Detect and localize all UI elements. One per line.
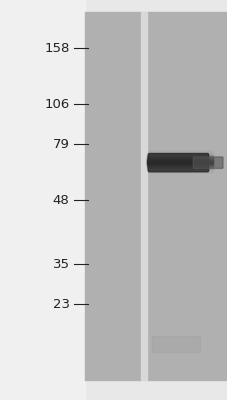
Bar [146, 167, 212, 168]
FancyBboxPatch shape [192, 157, 222, 168]
Bar [146, 151, 212, 152]
Bar [146, 149, 212, 150]
Bar [146, 171, 212, 172]
Bar [85, 12, 141, 380]
Bar [146, 154, 212, 155]
Bar [146, 151, 212, 152]
Text: 48: 48 [53, 194, 69, 206]
Bar [146, 160, 212, 161]
Bar [146, 158, 212, 159]
Bar [146, 170, 212, 171]
Bar [141, 12, 146, 380]
Bar [146, 155, 212, 156]
Text: 106: 106 [44, 98, 69, 110]
Bar [146, 156, 212, 158]
Text: 35: 35 [52, 258, 69, 270]
Bar [146, 163, 212, 164]
Bar [146, 174, 212, 175]
Text: 23: 23 [52, 298, 69, 310]
Bar [146, 162, 212, 163]
Bar [146, 169, 212, 170]
Bar [146, 165, 212, 166]
Bar [146, 150, 212, 151]
Text: 79: 79 [52, 138, 69, 150]
Bar [0, 0, 85, 400]
Bar [146, 164, 212, 165]
Bar [146, 172, 212, 173]
Bar [146, 157, 212, 158]
Bar [146, 154, 212, 156]
Bar [146, 160, 212, 161]
Text: 158: 158 [44, 42, 69, 54]
Bar [146, 149, 212, 150]
Bar [146, 159, 212, 160]
Bar [146, 164, 212, 165]
Bar [146, 156, 212, 157]
Bar [146, 173, 212, 174]
Bar [146, 158, 212, 159]
FancyBboxPatch shape [148, 154, 208, 172]
Bar [151, 336, 199, 352]
Bar [146, 162, 212, 163]
Bar [146, 152, 212, 154]
Bar [146, 168, 212, 169]
Bar [146, 12, 227, 380]
Bar [146, 166, 212, 167]
Bar [146, 161, 212, 162]
Bar [146, 152, 212, 153]
Bar [146, 173, 212, 174]
Bar [146, 153, 212, 154]
